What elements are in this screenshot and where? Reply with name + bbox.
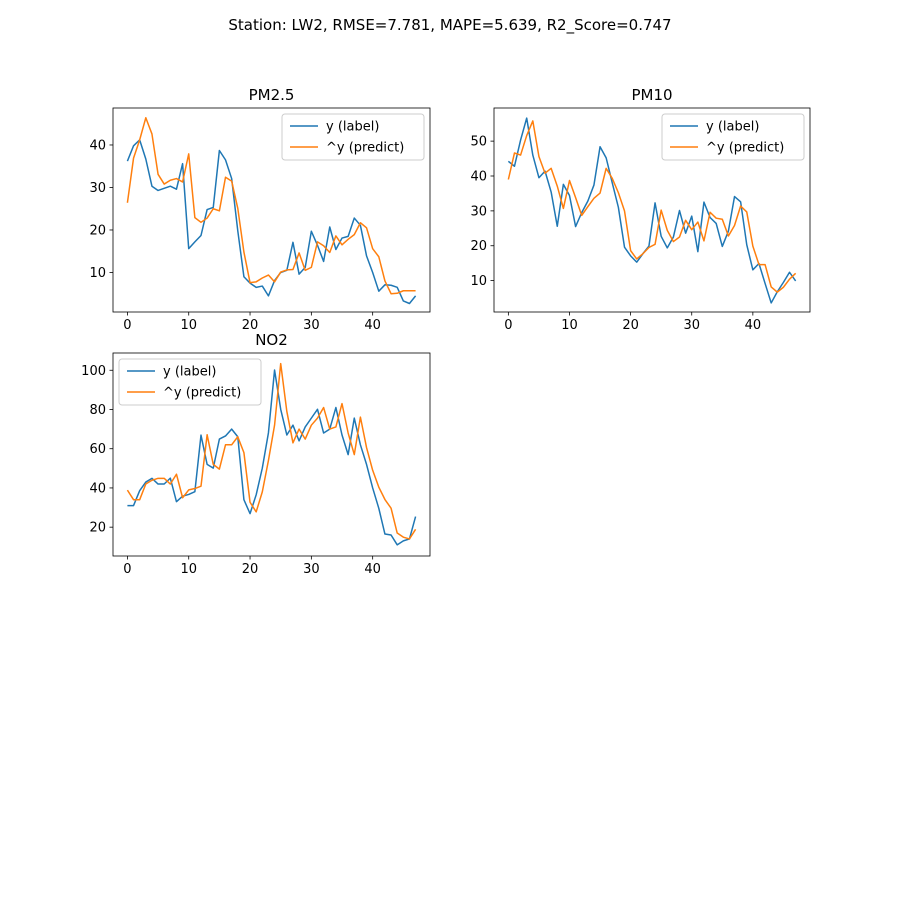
y-tick-label: 20 bbox=[89, 223, 106, 238]
legend-entry-predict: ^y (predict) bbox=[326, 141, 404, 156]
legend: y (label) ^y (predict) bbox=[118, 358, 262, 406]
x-tick-label: 0 bbox=[504, 318, 512, 333]
axes-frame bbox=[493, 107, 811, 313]
y-tick-label: 10 bbox=[470, 274, 487, 289]
axes-frame bbox=[112, 352, 431, 557]
legend-entry-predict: ^y (predict) bbox=[163, 386, 241, 401]
x-tick-label: 30 bbox=[303, 562, 320, 577]
series-line-predict bbox=[126, 117, 416, 295]
y-tick-label: 20 bbox=[89, 521, 106, 536]
x-tick-label: 0 bbox=[123, 562, 131, 577]
x-tick-label: 40 bbox=[364, 562, 381, 577]
x-tick-label: 10 bbox=[180, 562, 197, 577]
x-tick-label: 20 bbox=[242, 562, 259, 577]
subplot-title: NO2 bbox=[255, 331, 288, 349]
y-tick-label: 40 bbox=[470, 170, 487, 185]
legend-entry-label: y (label) bbox=[706, 120, 759, 135]
y-tick-label: 10 bbox=[89, 266, 106, 281]
x-tick-label: 30 bbox=[683, 318, 700, 333]
subplot-pm25: PM2.5 0 10 20 30 40 10 20 30 40 y (label) ^y (predi… bbox=[89, 86, 431, 333]
y-tick-label: 40 bbox=[89, 138, 106, 153]
x-tick-label: 10 bbox=[180, 318, 197, 333]
legend: y (label) ^y (predict) bbox=[281, 113, 425, 161]
x-tick-label: 30 bbox=[303, 318, 320, 333]
series-line-predict bbox=[507, 120, 797, 293]
x-tick-label: 10 bbox=[561, 318, 578, 333]
subplot-pm10: PM10 0 10 20 30 40 10 20 30 40 50 y (label) ^y (pred… bbox=[470, 86, 811, 333]
legend-entry-predict: ^y (predict) bbox=[706, 141, 784, 156]
y-tick-label: 40 bbox=[89, 481, 106, 496]
y-tick-label: 30 bbox=[470, 204, 487, 219]
series-line-label bbox=[127, 369, 417, 546]
legend-entry-label: y (label) bbox=[326, 120, 379, 135]
x-tick-label: 0 bbox=[123, 318, 131, 333]
subplot-title: PM10 bbox=[631, 86, 672, 104]
x-tick-label: 20 bbox=[242, 318, 259, 333]
axes-frame bbox=[112, 107, 431, 313]
x-tick-label: 40 bbox=[364, 318, 381, 333]
series-line-label bbox=[126, 139, 417, 305]
y-tick-label: 50 bbox=[470, 135, 487, 150]
legend: y (label) ^y (predict) bbox=[661, 113, 805, 161]
subplot-title: PM2.5 bbox=[249, 86, 295, 104]
y-tick-label: 30 bbox=[89, 181, 106, 196]
y-tick-label: 20 bbox=[470, 239, 487, 254]
subplot-no2: NO2 0 10 20 30 40 20 40 60 80 100 y (label) ^y (pred… bbox=[81, 331, 431, 577]
y-tick-label: 80 bbox=[89, 403, 106, 418]
series-line-predict bbox=[126, 362, 417, 540]
series-line-label bbox=[507, 117, 797, 304]
y-tick-label: 60 bbox=[89, 442, 106, 457]
legend-entry-label: y (label) bbox=[163, 365, 216, 380]
x-tick-label: 40 bbox=[745, 318, 762, 333]
x-tick-label: 20 bbox=[622, 318, 639, 333]
y-tick-label: 100 bbox=[81, 364, 106, 379]
figure-suptitle: Station: LW2, RMSE=7.781, MAPE=5.639, R2… bbox=[228, 16, 671, 35]
